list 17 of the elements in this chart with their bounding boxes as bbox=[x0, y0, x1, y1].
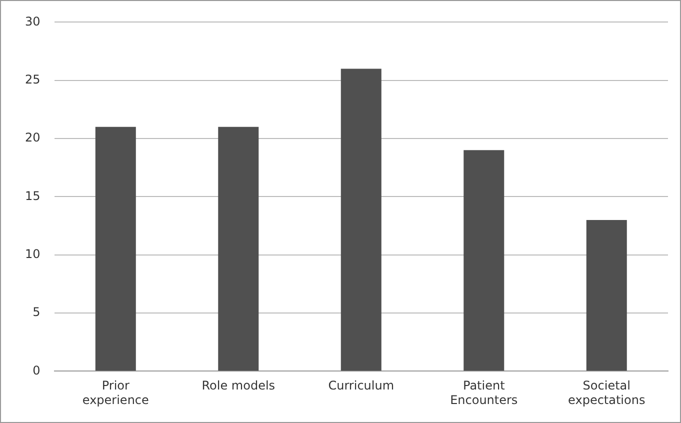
bar bbox=[340, 68, 382, 371]
y-tick-label: 5 bbox=[32, 305, 40, 320]
x-tick-label: Curriculum bbox=[328, 378, 394, 393]
y-tick-label: 0 bbox=[32, 363, 40, 378]
bar bbox=[218, 126, 259, 371]
y-tick-label: 25 bbox=[24, 72, 40, 86]
y-tick-label: 20 bbox=[24, 130, 40, 145]
x-tick-label: Societal expectations bbox=[568, 378, 646, 407]
x-tick-label: Prior experience bbox=[82, 378, 149, 407]
x-tick-label: Patient Encounters bbox=[450, 378, 518, 407]
y-tick-label: 10 bbox=[24, 246, 40, 261]
y-tick-label: 15 bbox=[24, 188, 40, 203]
bar bbox=[464, 150, 504, 371]
y-tick-label: 30 bbox=[24, 14, 40, 28]
bar bbox=[95, 126, 136, 371]
bar bbox=[586, 220, 627, 371]
x-tick-label: Role models bbox=[202, 378, 276, 393]
